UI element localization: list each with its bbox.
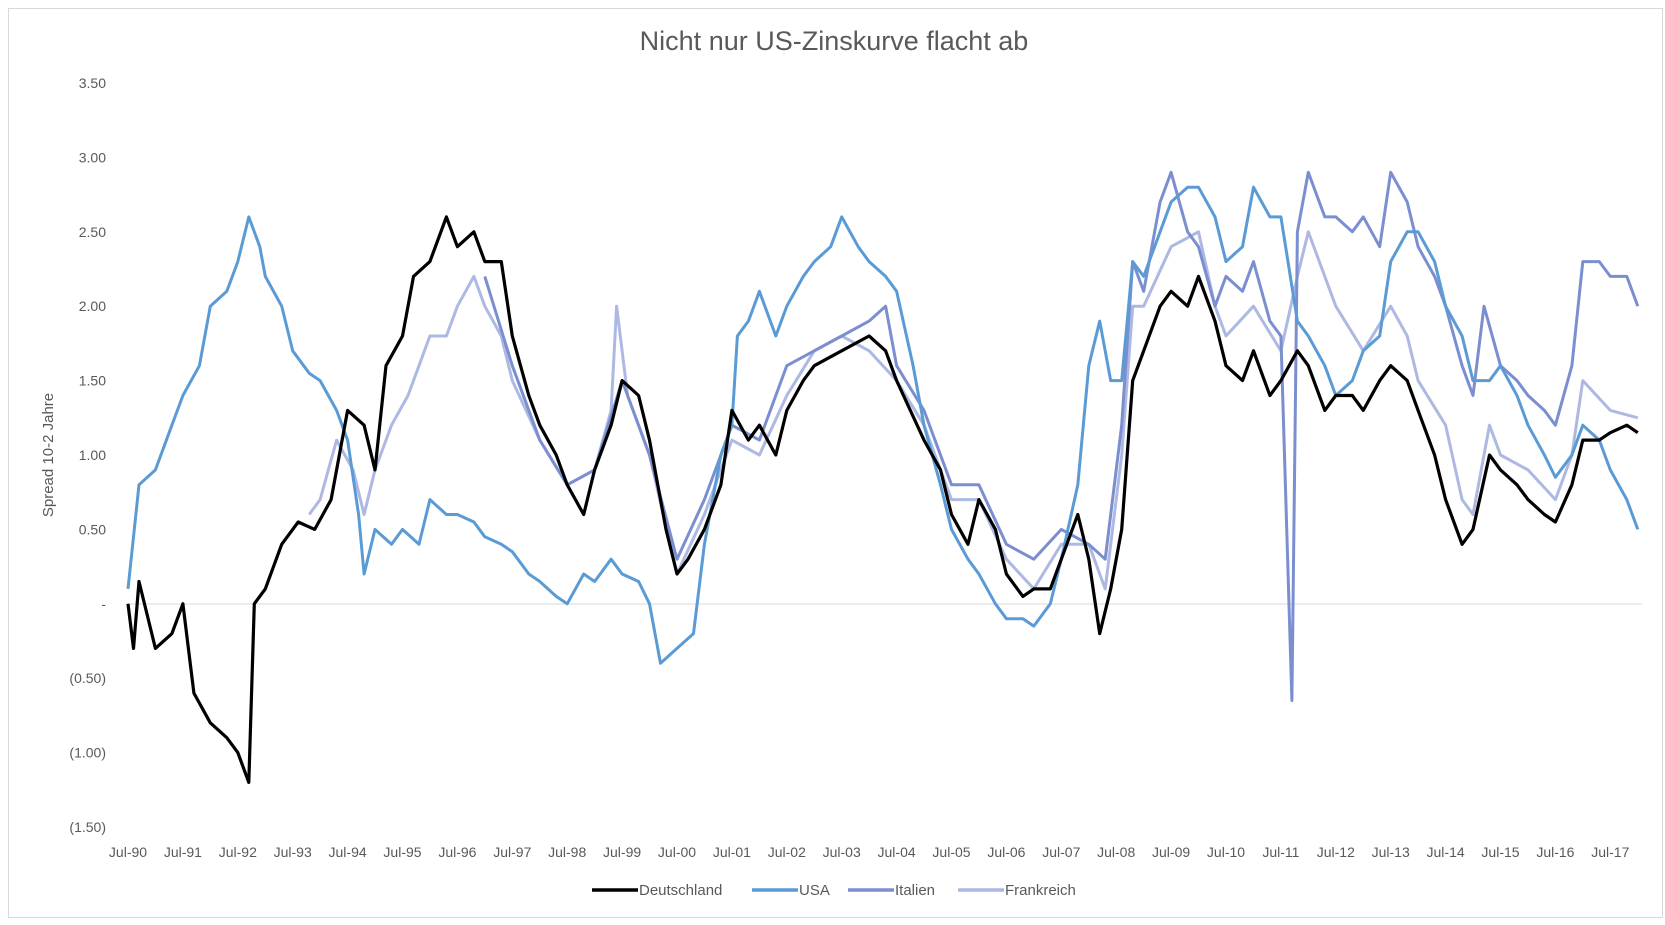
legend-label: Deutschland [639, 882, 722, 899]
legend-item-italien: Italien [848, 882, 935, 899]
x-tick-label: Jul-98 [548, 844, 586, 860]
x-tick-label: Jul-05 [932, 844, 970, 860]
y-tick-label: (1.00) [69, 745, 106, 761]
y-tick-label: - [101, 596, 106, 612]
x-tick-label: Jul-15 [1481, 844, 1519, 860]
x-tick-label: Jul-09 [1152, 844, 1190, 860]
x-tick-label: Jul-07 [1042, 844, 1080, 860]
x-tick-label: Jul-90 [109, 844, 147, 860]
chart-title: Nicht nur US-Zinskurve flacht ab [640, 26, 1029, 56]
x-tick-label: Jul-11 [1262, 844, 1299, 860]
y-tick-label: 2.00 [79, 298, 106, 314]
series-line-frankreich [307, 230, 1639, 591]
y-tick-label: 2.50 [79, 224, 106, 240]
legend-item-usa: USA [752, 882, 830, 899]
series-line-deutschland [126, 215, 1639, 785]
legend-item-deutschland: Deutschland [592, 882, 722, 899]
x-tick-label: Jul-16 [1536, 844, 1574, 860]
x-tick-label: Jul-08 [1097, 844, 1135, 860]
x-tick-label: Jul-92 [219, 844, 257, 860]
chart-frame [8, 8, 1663, 918]
x-tick-label: Jul-14 [1427, 844, 1465, 860]
x-tick-label: Jul-02 [768, 844, 806, 860]
y-axis-label: Spread 10-2 Jahre [40, 393, 57, 517]
x-tick-label: Jul-00 [658, 844, 696, 860]
x-tick-label: Jul-91 [164, 844, 202, 860]
series-line-usa [126, 185, 1640, 665]
x-tick-label: Jul-93 [274, 844, 312, 860]
legend-label: Frankreich [1005, 882, 1076, 899]
series-line-italien [483, 170, 1640, 702]
x-tick-label: Jul-13 [1372, 844, 1410, 860]
y-tick-label: 1.50 [79, 373, 106, 389]
x-tick-label: Jul-17 [1591, 844, 1629, 860]
y-tick-label: (0.50) [69, 670, 106, 686]
x-tick-label: Jul-94 [329, 844, 367, 860]
x-tick-label: Jul-97 [493, 844, 531, 860]
x-tick-label: Jul-12 [1317, 844, 1355, 860]
x-tick-label: Jul-10 [1207, 844, 1245, 860]
x-tick-label: Jul-96 [438, 844, 476, 860]
y-tick-label: 3.00 [79, 149, 106, 165]
legend-label: USA [799, 882, 830, 899]
y-tick-label: 0.50 [79, 521, 106, 537]
y-tick-label: 1.00 [79, 447, 106, 463]
legend-item-frankreich: Frankreich [958, 882, 1076, 899]
legend-label: Italien [895, 882, 935, 899]
x-tick-label: Jul-06 [987, 844, 1025, 860]
x-tick-label: Jul-03 [823, 844, 861, 860]
y-tick-label: (1.50) [69, 819, 106, 835]
x-tick-label: Jul-99 [603, 844, 641, 860]
x-tick-label: Jul-01 [713, 844, 751, 860]
x-tick-label: Jul-95 [383, 844, 421, 860]
y-tick-label: 3.50 [79, 75, 106, 91]
x-tick-label: Jul-04 [878, 844, 916, 860]
